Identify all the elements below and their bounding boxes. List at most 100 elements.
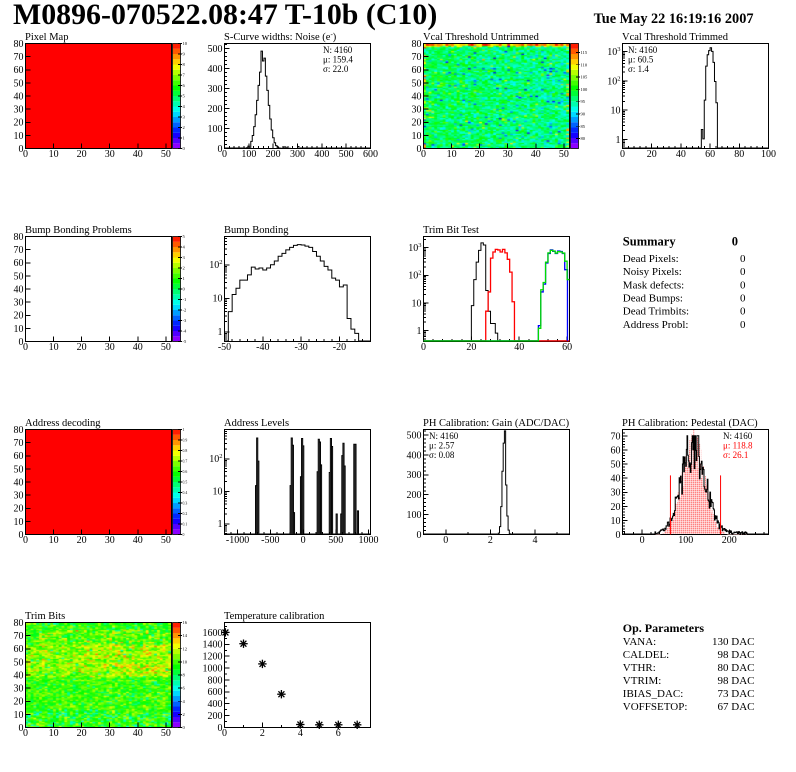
- svg-text:100: 100: [208, 124, 223, 135]
- svg-text:IBIAS_DAC:: IBIAS_DAC:: [623, 688, 684, 700]
- svg-text:Mask defects:: Mask defects:: [623, 280, 684, 292]
- svg-text:50: 50: [161, 149, 171, 160]
- svg-text:100: 100: [581, 87, 589, 92]
- svg-text:80 DAC: 80 DAC: [718, 662, 755, 674]
- svg-text:100: 100: [241, 149, 256, 160]
- svg-text:50: 50: [611, 460, 621, 471]
- svg-text:0: 0: [620, 149, 625, 160]
- svg-text:PH Calibration: Gain (ADC/DAC): PH Calibration: Gain (ADC/DAC): [423, 418, 570, 429]
- svg-text:103: 103: [408, 242, 421, 254]
- svg-text:30: 30: [105, 535, 115, 546]
- svg-text:20: 20: [475, 149, 485, 160]
- svg-text:N: 4160: N: 4160: [628, 45, 658, 55]
- svg-text:6: 6: [336, 728, 341, 739]
- svg-text:80: 80: [581, 136, 586, 141]
- svg-text:2: 2: [488, 535, 493, 546]
- svg-text:70: 70: [14, 631, 24, 642]
- svg-text:3: 3: [183, 115, 186, 120]
- svg-text:10: 10: [213, 294, 223, 305]
- svg-text:4: 4: [183, 245, 186, 250]
- svg-text:102: 102: [209, 259, 222, 271]
- svg-text:4: 4: [532, 535, 537, 546]
- svg-text:105: 105: [581, 75, 589, 80]
- svg-text:10: 10: [412, 131, 422, 142]
- svg-text:0: 0: [183, 146, 186, 151]
- svg-text:20: 20: [14, 504, 24, 515]
- svg-text:0: 0: [23, 342, 28, 353]
- svg-text:10: 10: [412, 298, 422, 309]
- svg-text:10: 10: [183, 659, 188, 664]
- svg-text:Summary: Summary: [623, 235, 677, 249]
- svg-text:30: 30: [14, 491, 24, 502]
- svg-text:1: 1: [616, 135, 621, 146]
- svg-text:Trim Bits: Trim Bits: [25, 611, 65, 622]
- svg-text:60: 60: [412, 65, 422, 76]
- svg-text:N: 4160: N: 4160: [323, 45, 353, 55]
- svg-text:102: 102: [408, 270, 421, 282]
- svg-text:90: 90: [581, 112, 586, 117]
- svg-text:40: 40: [133, 342, 143, 353]
- svg-text:6: 6: [183, 686, 186, 691]
- svg-text:50: 50: [14, 657, 24, 668]
- svg-text:1200: 1200: [203, 652, 223, 663]
- svg-text:1000: 1000: [203, 663, 223, 674]
- svg-text:60: 60: [562, 342, 572, 353]
- svg-text:20: 20: [77, 149, 87, 160]
- svg-text:85: 85: [581, 124, 586, 129]
- svg-text:0: 0: [640, 535, 645, 546]
- svg-text:30: 30: [412, 105, 422, 116]
- svg-text:-30: -30: [294, 342, 307, 353]
- svg-text:4: 4: [183, 699, 186, 704]
- svg-text:Vcal Threshold Untrimmed: Vcal Threshold Untrimmed: [423, 32, 540, 43]
- svg-text:40: 40: [133, 728, 143, 739]
- svg-text:9: 9: [183, 52, 186, 57]
- svg-text:200: 200: [208, 104, 223, 115]
- svg-text:200: 200: [722, 535, 737, 546]
- svg-text:-2: -2: [183, 308, 187, 313]
- svg-text:Vcal Threshold Trimmed: Vcal Threshold Trimmed: [622, 32, 729, 43]
- svg-text:0: 0: [740, 319, 746, 331]
- svg-text:2: 2: [183, 712, 185, 717]
- svg-text:VOFFSETOP:: VOFFSETOP:: [623, 701, 688, 713]
- svg-text:μ: 118.8: μ: 118.8: [723, 441, 753, 451]
- svg-text:60: 60: [14, 451, 24, 462]
- svg-text:0.3: 0.3: [183, 501, 188, 505]
- svg-text:-20: -20: [333, 342, 346, 353]
- svg-text:1: 1: [218, 327, 223, 338]
- svg-text:1: 1: [417, 326, 422, 337]
- svg-text:40: 40: [412, 91, 422, 102]
- svg-text:0: 0: [218, 723, 223, 734]
- svg-text:0: 0: [222, 728, 227, 739]
- svg-text:2: 2: [183, 266, 185, 271]
- svg-text:300: 300: [208, 84, 223, 95]
- svg-text:S-Curve widths: Noise (e-): S-Curve widths: Noise (e-): [224, 31, 337, 44]
- svg-text:VANA:: VANA:: [623, 636, 656, 648]
- svg-text:10: 10: [14, 324, 24, 335]
- svg-text:500: 500: [328, 535, 343, 546]
- svg-text:40: 40: [514, 342, 524, 353]
- svg-text:500: 500: [339, 149, 354, 160]
- svg-text:0: 0: [740, 280, 746, 292]
- svg-text:20: 20: [611, 502, 621, 513]
- svg-text:10: 10: [447, 149, 457, 160]
- svg-text:50: 50: [161, 535, 171, 546]
- svg-text:60: 60: [14, 65, 24, 76]
- svg-text:500: 500: [208, 44, 223, 55]
- svg-text:50: 50: [161, 728, 171, 739]
- svg-text:0: 0: [19, 337, 24, 348]
- svg-text:10: 10: [49, 149, 59, 160]
- svg-text:30: 30: [14, 105, 24, 116]
- svg-text:5: 5: [183, 94, 186, 99]
- svg-text:20: 20: [77, 728, 87, 739]
- svg-text:N: 4160: N: 4160: [723, 431, 753, 441]
- svg-text:Noisy Pixels:: Noisy Pixels:: [623, 266, 682, 278]
- svg-text:400: 400: [208, 64, 223, 75]
- svg-text:0: 0: [443, 535, 448, 546]
- svg-text:Bump Bonding Problems: Bump Bonding Problems: [25, 225, 132, 236]
- svg-text:50: 50: [559, 149, 569, 160]
- svg-text:0: 0: [19, 144, 24, 155]
- svg-text:800: 800: [208, 675, 223, 686]
- svg-text:102: 102: [607, 75, 620, 87]
- svg-text:80: 80: [14, 232, 24, 243]
- svg-text:20: 20: [14, 118, 24, 129]
